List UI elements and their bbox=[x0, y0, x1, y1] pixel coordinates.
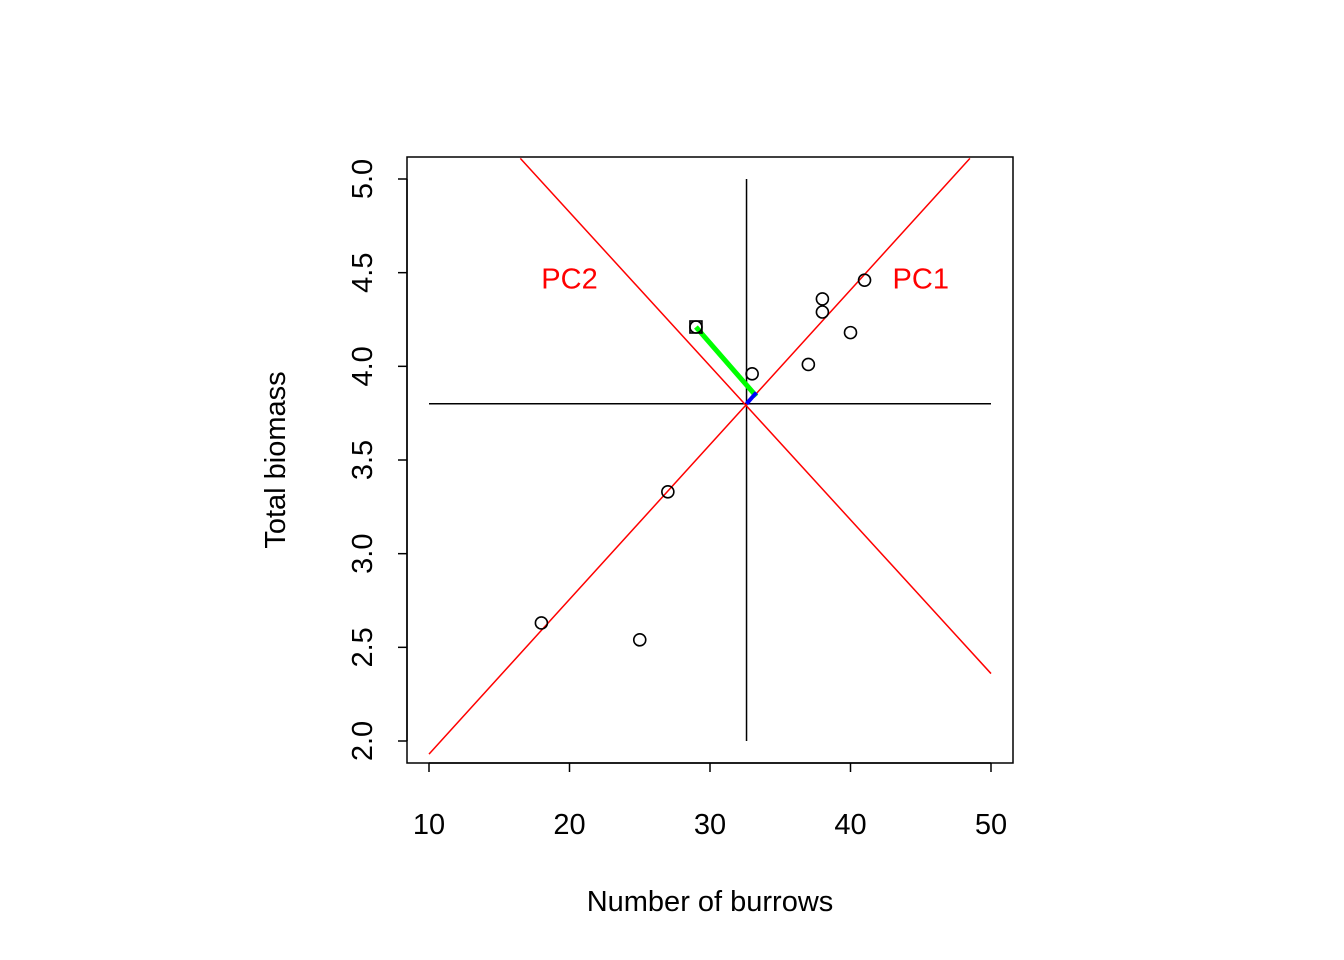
y-tick-label: 4.0 bbox=[347, 346, 379, 386]
pc1-label: PC1 bbox=[893, 263, 949, 295]
data-point bbox=[857, 273, 872, 287]
chart-marks: PC1 PC2 bbox=[428, 157, 992, 755]
data-point bbox=[815, 292, 830, 306]
y-axis-title: Total biomass bbox=[260, 371, 292, 548]
y-tick-label: 2.5 bbox=[347, 627, 379, 667]
data-point bbox=[632, 633, 647, 647]
data-point bbox=[745, 367, 759, 381]
x-axis-title: Number of burrows bbox=[587, 886, 834, 918]
pc2-line bbox=[519, 157, 992, 675]
pc1-projection-segment bbox=[745, 391, 758, 406]
y-tick-label: 2.0 bbox=[347, 721, 379, 761]
x-tick-label: 50 bbox=[975, 809, 1007, 841]
axes: 10 20 30 40 50 2.0 2.5 3.0 3.5 4.0 4.5 5.0 bbox=[347, 159, 1007, 841]
x-tick-label: 30 bbox=[694, 809, 726, 841]
x-tick-label: 40 bbox=[834, 809, 866, 841]
data-point bbox=[661, 485, 675, 499]
plot-frame bbox=[406, 156, 1014, 764]
data-point bbox=[843, 325, 858, 340]
highlighted-point-marker bbox=[689, 320, 703, 334]
y-tick-label: 3.0 bbox=[347, 534, 379, 574]
pc2-label: PC2 bbox=[541, 263, 597, 295]
y-tick-label: 3.5 bbox=[347, 440, 379, 480]
pc1-line bbox=[428, 157, 971, 755]
y-tick-label: 4.5 bbox=[347, 253, 379, 293]
data-point bbox=[815, 305, 830, 319]
y-tick-label: 5.0 bbox=[347, 159, 379, 199]
pc2-projection-segment bbox=[694, 325, 759, 398]
x-tick-label: 20 bbox=[553, 809, 585, 841]
data-point bbox=[534, 616, 549, 630]
data-point bbox=[801, 357, 816, 372]
x-tick-label: 10 bbox=[413, 809, 445, 841]
